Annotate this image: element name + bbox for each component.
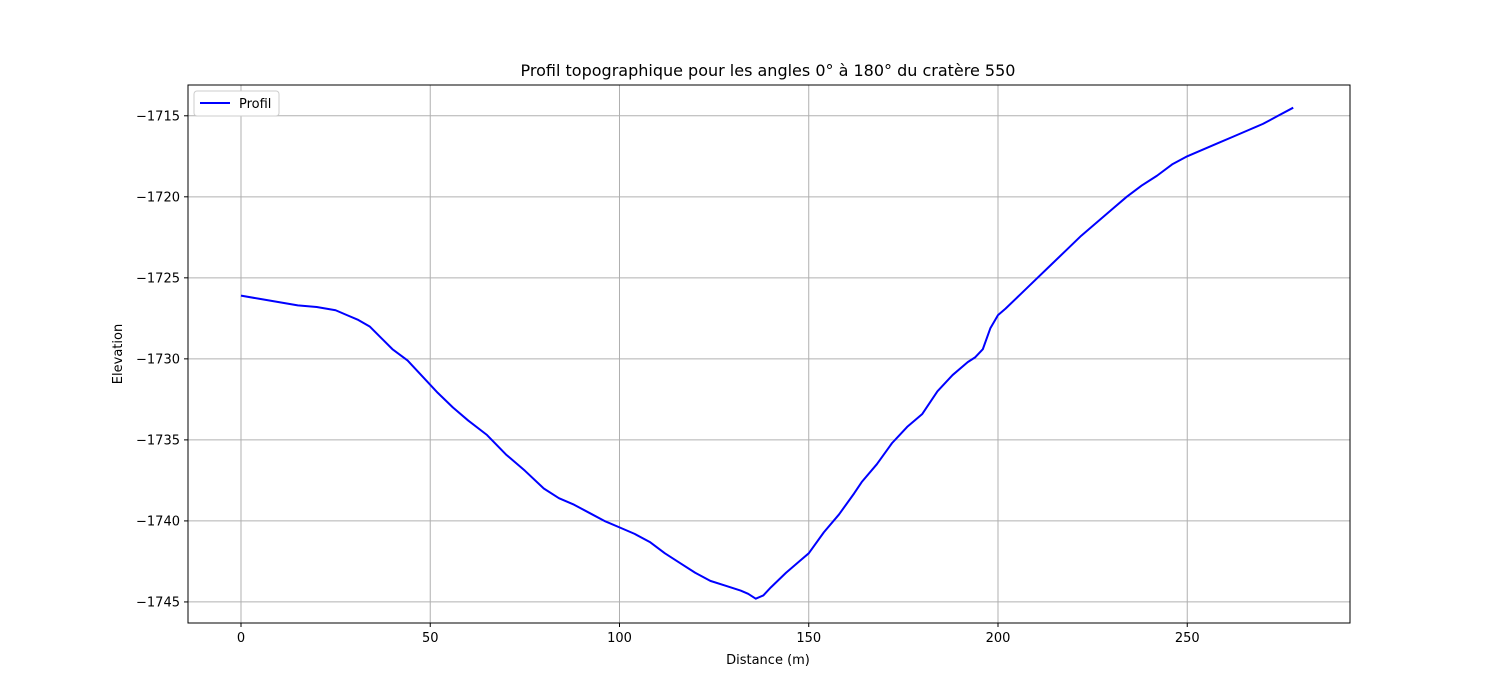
y-tick-label: −1720 [136,190,180,205]
series-line-0 [240,106,1294,600]
x-tick-label: 0 [237,631,245,646]
x-axis-ticks: 0 50 100 150 200 250 [237,623,1200,646]
legend: Profil [193,90,280,117]
chart-title: Profil topographique pour les angles 0° … [521,61,1016,80]
x-tick-label: 50 [422,631,439,646]
legend-label-profil: Profil [239,97,271,112]
y-axis-label: Elevation [111,324,126,384]
series-layer [240,106,1294,600]
y-tick-label: −1740 [136,514,180,529]
y-tick-label: −1735 [136,433,180,448]
legend-box [193,90,280,117]
x-tick-label: 200 [986,631,1011,646]
y-axis-ticks: −1715 −1720 −1725 −1730 −1735 −1740 −1745 [136,109,188,610]
x-tick-label: 250 [1175,631,1200,646]
y-tick-label: −1730 [136,352,180,367]
y-tick-label: −1725 [136,271,180,286]
x-tick-label: 100 [607,631,632,646]
x-tick-label: 150 [796,631,821,646]
plot-frame [187,84,1351,624]
y-tick-label: −1715 [136,109,180,124]
grid [188,85,1350,623]
y-tick-label: −1745 [136,595,180,610]
x-axis-label: Distance (m) [726,653,810,668]
